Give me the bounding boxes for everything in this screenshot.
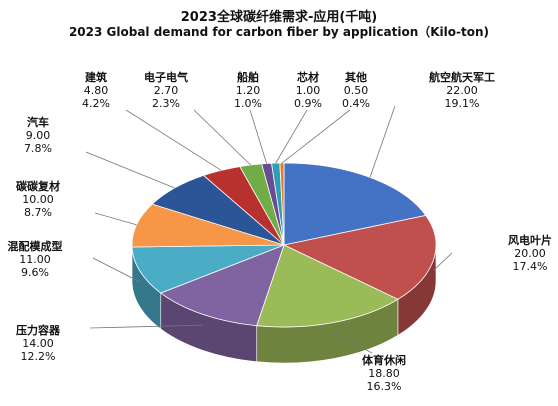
slice-value-2: 20.00: [514, 247, 546, 260]
slice-value-5: 11.00: [19, 253, 51, 266]
slice-percent-12: 0.4%: [342, 97, 370, 110]
slice-label-4: 压力容器: [16, 323, 61, 337]
slice-value-11: 1.00: [296, 84, 321, 97]
slice-value-7: 9.00: [26, 129, 51, 142]
leader-line-9: [193, 109, 251, 166]
slice-label-2: 风电叶片: [508, 233, 552, 247]
leader-line-12: [281, 109, 351, 164]
leader-line-11: [275, 109, 308, 164]
slice-label-12: 其他: [345, 70, 367, 84]
slice-percent-8: 4.2%: [82, 97, 110, 110]
pie-slice-6: [131, 203, 285, 248]
slice-value-12: 0.50: [344, 84, 369, 97]
slice-percent-3: 16.3%: [367, 380, 402, 393]
slice-label-11: 芯材: [297, 70, 319, 84]
leader-line-4: [89, 324, 203, 329]
leader-line-10: [249, 109, 267, 164]
leader-line-1: [369, 105, 396, 178]
leader-line-3: [333, 332, 373, 354]
slice-percent-7: 7.8%: [24, 142, 52, 155]
pie-slice-1: [283, 162, 427, 246]
slice-percent-1: 19.1%: [445, 97, 480, 110]
pie-slice-12: [279, 162, 285, 246]
pie-slice-4: [159, 244, 285, 327]
pie-slices: [131, 162, 437, 328]
slice-percent-4: 12.2%: [21, 350, 56, 363]
slice-value-9: 2.70: [154, 84, 179, 97]
slice-value-1: 22.00: [446, 84, 478, 97]
slice-label-3: 体育休闲: [362, 353, 406, 367]
slice-value-3: 18.80: [368, 367, 400, 380]
chart-title: 2023全球碳纤维需求-应用(千吨): [180, 10, 378, 25]
chart-subtitle: 2023 Global demand for carbon fiber by a…: [68, 25, 490, 39]
slice-label-7: 汽车: [27, 115, 49, 129]
slice-value-8: 4.80: [84, 84, 109, 97]
slice-value-6: 10.00: [22, 193, 54, 206]
leader-line-7: [85, 151, 175, 189]
slice-percent-9: 2.3%: [152, 97, 180, 110]
pie-labels: 航空航天军工22.0019.1%风电叶片20.0017.4%体育休闲18.801…: [8, 70, 553, 393]
leader-line-8: [125, 109, 222, 171]
slice-label-10: 船舶: [237, 70, 259, 84]
slice-value-4: 14.00: [22, 337, 54, 350]
slice-label-5: 混配模成型: [8, 239, 63, 253]
pie-slice-2: [282, 214, 437, 300]
slice-label-6: 碳碳复材: [16, 179, 60, 193]
slice-percent-11: 0.9%: [294, 97, 322, 110]
slice-percent-6: 8.7%: [24, 206, 52, 219]
slice-percent-5: 9.6%: [21, 266, 49, 279]
slice-percent-10: 1.0%: [234, 97, 262, 110]
pie-slice-3: [256, 244, 399, 328]
leader-line-5: [92, 257, 141, 283]
slice-percent-2: 17.4%: [513, 260, 548, 273]
leader-line-2: [433, 252, 453, 271]
pie-slice-5: [131, 244, 285, 294]
slice-value-10: 1.20: [236, 84, 261, 97]
slice-label-8: 建筑: [85, 70, 107, 84]
slice-label-1: 航空航天军工: [429, 70, 495, 84]
leader-line-6: [94, 212, 137, 226]
slice-label-9: 电子电气: [144, 70, 188, 84]
